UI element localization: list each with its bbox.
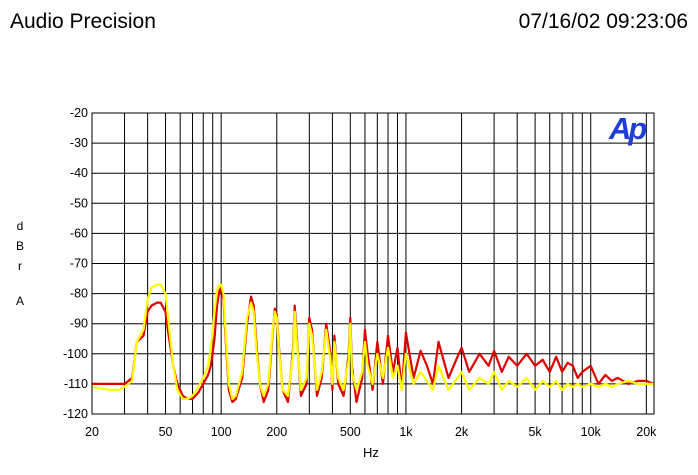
y-tick-label: -70: [70, 257, 88, 271]
series-layer: [91, 283, 655, 404]
app-title: Audio Precision: [10, 10, 156, 33]
x-axis-label: Hz: [363, 445, 379, 460]
y-tick-label: -110: [64, 377, 88, 391]
x-tick-label: 20: [85, 425, 99, 439]
y-tick-label: -60: [70, 226, 88, 240]
y-tick-label: -100: [63, 347, 88, 361]
plot-frame: [91, 112, 655, 415]
x-tick-label: 50: [159, 425, 173, 439]
tick-labels: -20 -30 -40 -50 -60 -70 -80 -90 -100 -110 -120 20 50…: [63, 106, 657, 439]
y-tick-label: -90: [70, 317, 88, 331]
x-tick-label: 1k: [399, 425, 413, 439]
y-tick-label: -80: [70, 287, 88, 301]
ylabel-char-5: A: [15, 294, 24, 308]
x-tick-label: 5k: [528, 425, 542, 439]
series-line-2: [91, 283, 654, 400]
x-tick-label: 200: [266, 425, 287, 439]
x-tick-label: 500: [340, 425, 361, 439]
grid-layer: [92, 112, 654, 415]
y-tick-label: -50: [70, 196, 88, 210]
x-tick-label: 10k: [581, 425, 602, 439]
ylabel-char-2: B: [15, 239, 24, 253]
ylabel-char-3: r: [18, 259, 22, 273]
y-tick-label: -40: [70, 166, 88, 180]
x-tick-label: 100: [211, 425, 232, 439]
x-tick-label: 20k: [636, 425, 657, 439]
x-tick-label: 2k: [455, 425, 469, 439]
ylabel-char-1: d: [16, 219, 24, 233]
y-tick-label: -120: [63, 407, 88, 421]
y-tick-label: -30: [70, 136, 88, 150]
ap-logo: Ap: [609, 111, 647, 146]
y-tick-label: -20: [70, 106, 88, 120]
timestamp: 07/16/02 09:23:06: [518, 10, 688, 33]
